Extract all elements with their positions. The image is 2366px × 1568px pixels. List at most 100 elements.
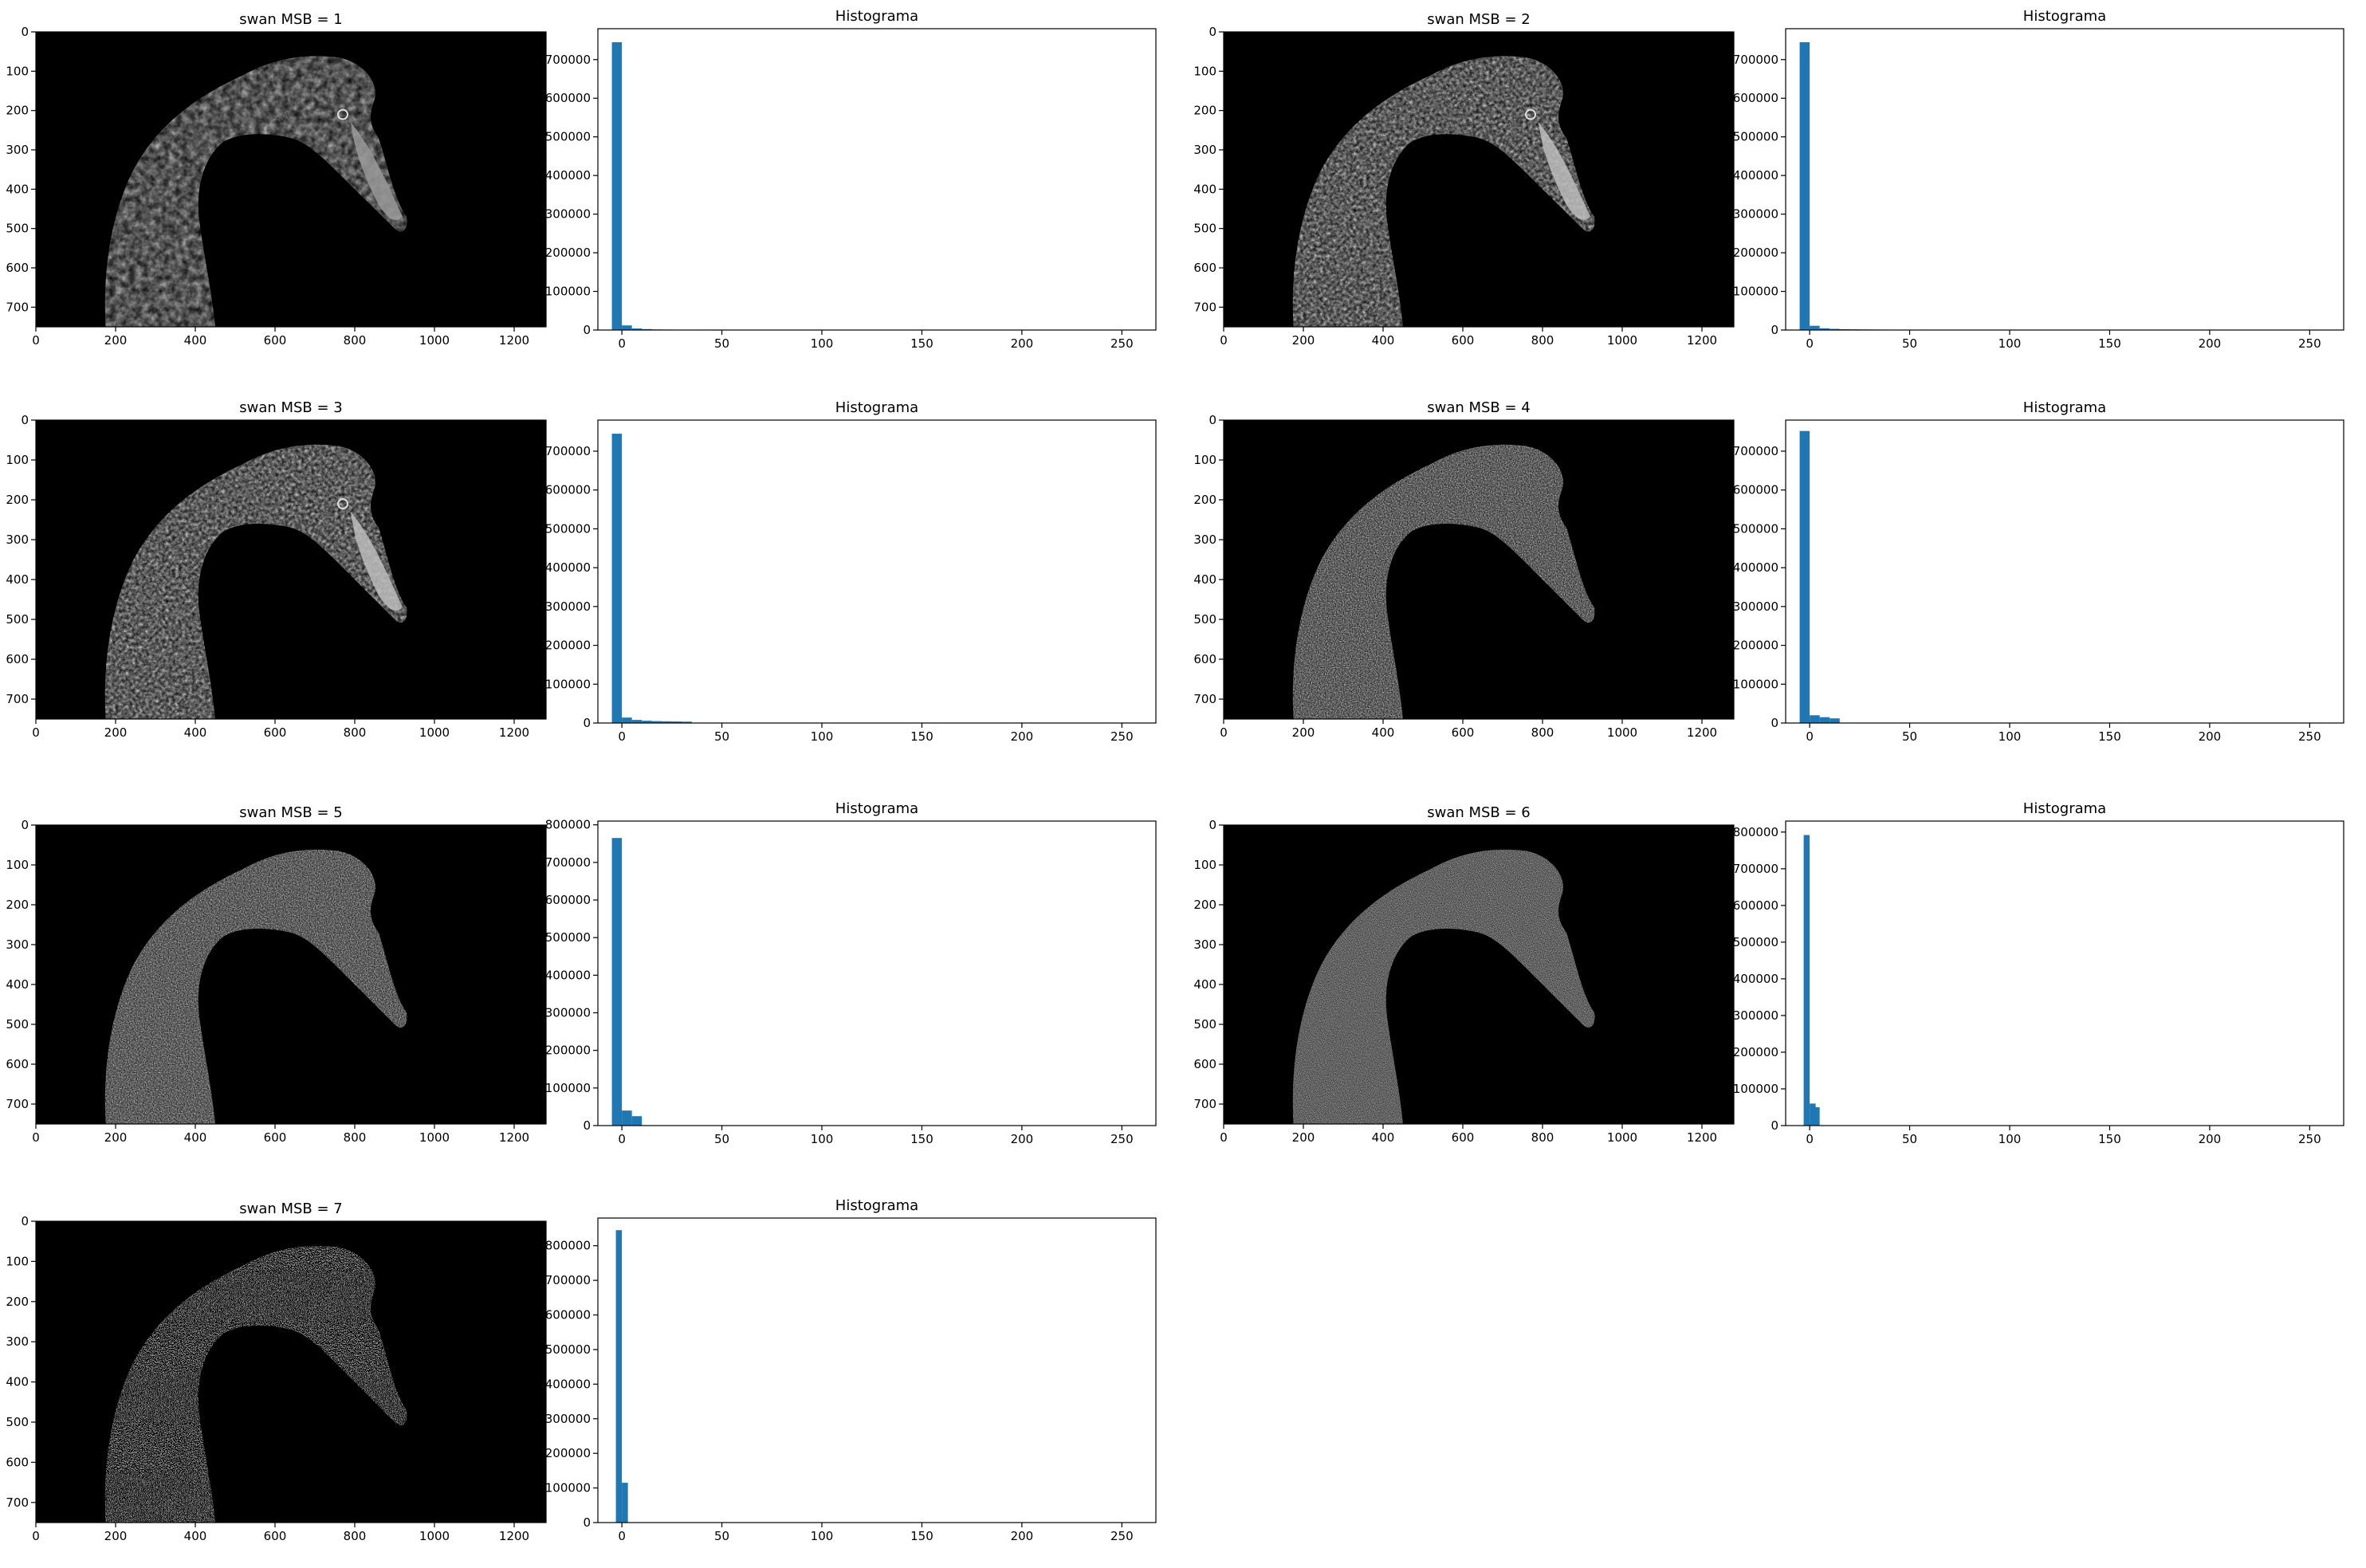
histogram-bar xyxy=(1810,715,1820,723)
histogram-panel-5: Histograma 0 50 100 150 200 250 0 100000 200000 30… xyxy=(545,800,1157,1146)
y-tick-label: 100 xyxy=(6,1254,29,1268)
y-tick-label: 200000 xyxy=(545,639,591,653)
axes-frame xyxy=(597,28,1157,331)
axes-frame xyxy=(597,820,1157,1126)
histogram-bar xyxy=(622,1483,628,1523)
histogram-bar xyxy=(631,328,643,330)
x-tick-label: 400 xyxy=(184,333,207,348)
x-tick-label: 800 xyxy=(344,1130,367,1145)
y-tick-label: 400 xyxy=(1193,977,1216,992)
histogram-bar xyxy=(1799,430,1810,723)
x-tick-label: 1000 xyxy=(1607,333,1637,348)
y-tick-label: 500000 xyxy=(545,930,591,945)
panel-title: swan MSB = 4 xyxy=(1427,399,1531,416)
histogram-bar xyxy=(611,434,623,723)
x-tick-label: 200 xyxy=(1011,1132,1034,1146)
x-tick-label: 200 xyxy=(1292,1130,1315,1145)
y-tick-label: 700 xyxy=(1193,1097,1216,1111)
image-panel-msb-7: swan MSB = 7 0 200 400 600 800 1000 1200 0 100 200… xyxy=(6,1201,547,1543)
y-tick-label: 400 xyxy=(1193,182,1216,196)
axes-frame xyxy=(35,824,547,1125)
histogram-panel-7: Histograma 0 50 100 150 200 250 0 100000 200000 30… xyxy=(545,1197,1157,1543)
x-tick-label: 1000 xyxy=(1607,1130,1637,1145)
y-tick-label: 100 xyxy=(1193,64,1216,78)
y-tick-label: 500000 xyxy=(1733,521,1778,536)
x-tick-label: 600 xyxy=(1452,1130,1475,1145)
swan-beak xyxy=(351,512,403,611)
x-tick-label: 100 xyxy=(811,336,834,351)
x-tick-label: 250 xyxy=(1110,1529,1134,1543)
x-tick-label: 100 xyxy=(811,1529,834,1543)
panel-title: swan MSB = 5 xyxy=(239,804,343,821)
y-tick-label: 100 xyxy=(6,453,29,467)
y-tick-label: 0 xyxy=(1771,1118,1778,1133)
y-tick-label: 700 xyxy=(6,300,29,314)
x-tick-label: 50 xyxy=(1902,336,1917,351)
y-tick-label: 700000 xyxy=(1733,53,1778,67)
y-tick-label: 200000 xyxy=(1733,1045,1778,1059)
x-tick-label: 400 xyxy=(184,725,207,740)
y-tick-label: 500 xyxy=(1193,222,1216,236)
x-tick-label: 800 xyxy=(344,725,367,740)
y-tick-label: 300 xyxy=(6,532,29,547)
x-tick-label: 1000 xyxy=(419,333,450,348)
x-tick-label: 200 xyxy=(104,1529,128,1543)
y-tick-label: 400000 xyxy=(545,168,591,183)
histogram-bar xyxy=(682,721,692,723)
histogram-panel-4: Histograma 0 50 100 150 200 250 0 100000 200000 30… xyxy=(1733,399,2344,744)
x-tick-label: 600 xyxy=(264,1529,287,1543)
histogram-bar xyxy=(651,721,662,723)
x-tick-label: 250 xyxy=(2298,336,2321,351)
histogram-panel-1: Histograma 0 50 100 150 200 250 0 100000 200000 30… xyxy=(545,8,1157,351)
x-tick-label: 50 xyxy=(714,1529,729,1543)
x-tick-label: 100 xyxy=(811,1132,834,1146)
x-tick-label: 600 xyxy=(1452,725,1475,740)
y-tick-label: 400000 xyxy=(1733,168,1778,183)
x-tick-label: 600 xyxy=(264,1130,287,1145)
x-tick-label: 0 xyxy=(32,333,40,348)
y-tick-label: 100000 xyxy=(545,1481,591,1495)
axes-frame xyxy=(1223,31,1735,328)
y-tick-label: 600 xyxy=(1193,1057,1216,1071)
x-tick-label: 200 xyxy=(104,333,128,348)
swan-eye xyxy=(337,108,348,120)
x-tick-label: 0 xyxy=(32,1529,40,1543)
x-tick-label: 200 xyxy=(1292,333,1315,348)
histogram-bar xyxy=(1814,1106,1820,1126)
x-tick-label: 100 xyxy=(1999,1132,2022,1146)
y-tick-label: 0 xyxy=(583,716,591,730)
y-tick-label: 200 xyxy=(1193,104,1216,118)
axes-frame xyxy=(1223,419,1735,720)
y-tick-label: 400000 xyxy=(1733,972,1778,986)
y-tick-label: 100000 xyxy=(545,1081,591,1095)
y-tick-label: 600 xyxy=(1193,261,1216,275)
x-tick-label: 150 xyxy=(2098,729,2121,744)
panel-title: swan MSB = 3 xyxy=(239,399,343,416)
axes-frame xyxy=(1785,28,2344,331)
panel-title: Histograma xyxy=(835,8,918,25)
x-tick-label: 1000 xyxy=(419,725,450,740)
y-tick-label: 200000 xyxy=(545,1043,591,1058)
image-panel-msb-1: swan MSB = 1 0 200 400 600 800 1000 1200 0 100 200… xyxy=(6,11,547,348)
x-tick-label: 0 xyxy=(618,729,626,744)
x-tick-label: 200 xyxy=(2199,1132,2222,1146)
histogram-bar xyxy=(642,721,652,723)
panel-title: swan MSB = 7 xyxy=(239,1201,343,1217)
histogram-bar xyxy=(615,1230,623,1523)
x-tick-label: 1000 xyxy=(1607,725,1637,740)
y-tick-label: 500000 xyxy=(1733,935,1778,949)
y-tick-label: 700 xyxy=(1193,300,1216,314)
y-tick-label: 200 xyxy=(6,1295,29,1309)
y-tick-label: 600000 xyxy=(1733,91,1778,105)
histogram-bar xyxy=(631,720,643,723)
x-tick-label: 200 xyxy=(104,1130,128,1145)
y-tick-label: 400000 xyxy=(545,1377,591,1391)
histogram-panel-3: Histograma 0 50 100 150 200 250 0 100000 200000 30… xyxy=(545,399,1157,744)
y-tick-label: 400 xyxy=(1193,572,1216,587)
y-tick-label: 200000 xyxy=(545,246,591,260)
histogram-bar xyxy=(1819,328,1830,330)
y-tick-label: 100000 xyxy=(1733,285,1778,299)
x-tick-label: 400 xyxy=(1372,725,1395,740)
y-tick-label: 700000 xyxy=(1733,862,1778,876)
y-tick-label: 400 xyxy=(6,1375,29,1389)
